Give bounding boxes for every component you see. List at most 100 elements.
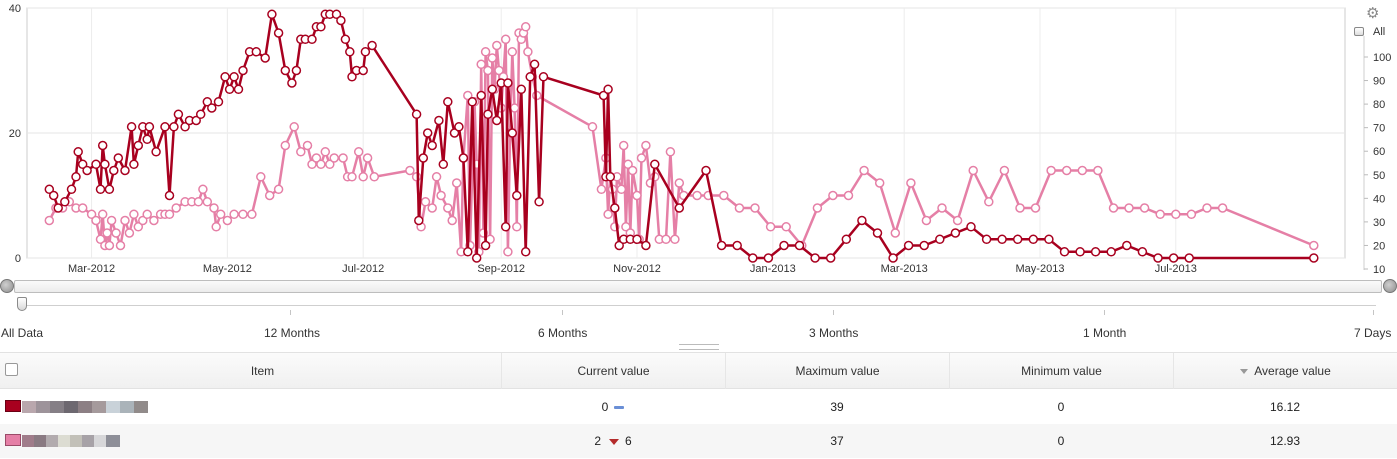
data-point[interactable] <box>500 222 511 232</box>
data-point[interactable] <box>291 65 302 76</box>
data-point[interactable] <box>48 190 59 201</box>
data-point[interactable] <box>422 128 433 138</box>
data-point[interactable] <box>476 59 486 70</box>
data-point[interactable] <box>1217 203 1228 213</box>
data-point[interactable] <box>732 240 742 251</box>
data-point[interactable] <box>418 153 429 163</box>
data-point[interactable] <box>1155 209 1165 220</box>
data-point[interactable] <box>794 240 805 251</box>
data-point[interactable] <box>411 109 422 120</box>
data-point[interactable] <box>1093 165 1103 176</box>
data-point[interactable] <box>144 122 155 132</box>
data-point[interactable] <box>113 153 124 163</box>
data-point[interactable] <box>632 234 642 245</box>
data-point[interactable] <box>828 190 838 201</box>
resize-grip[interactable] <box>679 344 719 350</box>
data-point[interactable] <box>968 165 978 176</box>
data-point[interactable] <box>890 228 901 238</box>
data-point[interactable] <box>903 240 914 251</box>
data-point[interactable] <box>1061 165 1072 176</box>
data-point[interactable] <box>520 247 531 257</box>
scroll-track[interactable] <box>14 280 1382 293</box>
data-point[interactable] <box>311 153 322 163</box>
data-point[interactable] <box>874 178 885 188</box>
data-point[interactable] <box>169 122 179 132</box>
data-point[interactable] <box>857 215 867 226</box>
data-point[interactable] <box>618 140 629 151</box>
column-header-maximum[interactable]: Maximum value <box>725 353 949 389</box>
data-point[interactable] <box>500 34 511 45</box>
all-toggle-button[interactable] <box>1354 27 1364 36</box>
select-all-checkbox[interactable] <box>5 363 18 376</box>
data-point[interactable] <box>937 203 947 213</box>
data-point[interactable] <box>494 65 504 76</box>
data-point[interactable] <box>160 122 170 132</box>
data-point[interactable] <box>1139 203 1150 213</box>
data-point[interactable] <box>447 215 457 226</box>
data-point[interactable] <box>60 197 70 207</box>
data-point[interactable] <box>215 209 226 220</box>
data-point[interactable] <box>347 172 357 182</box>
data-point[interactable] <box>95 184 106 195</box>
data-point[interactable] <box>126 122 137 132</box>
data-point[interactable] <box>525 72 535 82</box>
data-point[interactable] <box>97 140 108 151</box>
data-point[interactable] <box>66 184 77 195</box>
data-point[interactable] <box>509 103 520 113</box>
data-point[interactable] <box>280 65 291 76</box>
data-point[interactable] <box>427 140 437 151</box>
data-point[interactable] <box>320 147 331 157</box>
data-point[interactable] <box>443 203 453 213</box>
data-point[interactable] <box>251 47 262 57</box>
data-point[interactable] <box>431 172 442 182</box>
data-point[interactable] <box>129 209 139 220</box>
data-point[interactable] <box>952 215 963 226</box>
data-point[interactable] <box>471 253 482 263</box>
data-point[interactable] <box>810 253 820 263</box>
data-point[interactable] <box>763 253 774 263</box>
data-point[interactable] <box>449 128 460 138</box>
data-point[interactable] <box>164 190 175 201</box>
data-point[interactable] <box>919 240 929 251</box>
data-point[interactable] <box>296 147 306 157</box>
zoom-label-all-data[interactable]: All Data <box>1 326 44 340</box>
data-point[interactable] <box>512 190 522 201</box>
data-point[interactable] <box>605 172 616 182</box>
data-point[interactable] <box>1171 209 1181 220</box>
data-point[interactable] <box>229 209 239 220</box>
data-point[interactable] <box>719 190 729 201</box>
data-point[interactable] <box>603 84 613 95</box>
data-point[interactable] <box>273 28 284 38</box>
data-point[interactable] <box>665 147 676 157</box>
data-point[interactable] <box>516 84 527 95</box>
data-point[interactable] <box>222 215 233 226</box>
column-header-current[interactable]: Current value <box>501 353 725 389</box>
data-point[interactable] <box>180 122 190 132</box>
data-point[interactable] <box>198 184 208 195</box>
data-point[interactable] <box>487 84 498 95</box>
data-point[interactable] <box>623 159 633 170</box>
data-point[interactable] <box>520 22 531 32</box>
data-point[interactable] <box>1124 203 1134 213</box>
data-point[interactable] <box>264 190 275 201</box>
data-point[interactable] <box>921 215 932 226</box>
data-point[interactable] <box>984 197 994 207</box>
data-point[interactable] <box>587 122 598 132</box>
data-point[interactable] <box>966 222 976 232</box>
data-point[interactable] <box>935 234 945 245</box>
data-point[interactable] <box>1028 234 1039 245</box>
data-point[interactable] <box>598 90 609 101</box>
data-point[interactable] <box>1153 253 1163 263</box>
data-point[interactable] <box>765 222 776 232</box>
data-point[interactable] <box>358 65 368 76</box>
data-point[interactable] <box>483 65 493 76</box>
data-point[interactable] <box>331 9 342 20</box>
data-point[interactable] <box>91 159 101 170</box>
data-point[interactable] <box>260 53 270 63</box>
data-point[interactable] <box>209 203 219 213</box>
data-point[interactable] <box>463 90 473 101</box>
data-point[interactable] <box>616 184 627 195</box>
data-point[interactable] <box>1059 247 1070 257</box>
data-point[interactable] <box>267 9 277 20</box>
data-point[interactable] <box>888 253 898 263</box>
